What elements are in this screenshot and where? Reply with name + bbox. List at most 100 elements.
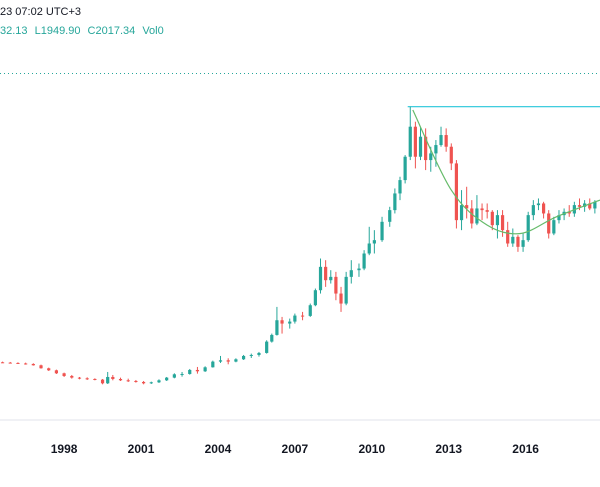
candle-76 (490, 210, 494, 231)
candle-85 (536, 198, 541, 211)
candle-body (62, 373, 66, 376)
candle-70 (459, 190, 464, 231)
candle-body (106, 376, 110, 384)
candle-body (357, 268, 361, 271)
candle-body (313, 290, 317, 306)
candle-53 (367, 226, 371, 256)
cup-curve[interactable] (412, 109, 600, 235)
candle-81 (516, 235, 520, 252)
candle-45 (324, 260, 328, 287)
candle-body (449, 146, 453, 164)
candle-body (495, 215, 500, 226)
candle-body (557, 215, 561, 221)
candle-body (270, 334, 274, 342)
candle-32 (241, 354, 246, 360)
candle-body (454, 163, 459, 221)
candle-27 (203, 366, 207, 372)
candle-39 (288, 318, 292, 329)
candle-31 (234, 358, 238, 363)
candle-22 (165, 376, 169, 381)
candle-body (24, 363, 28, 365)
candle-46 (329, 270, 333, 284)
candle-body (70, 375, 74, 378)
candle-body (521, 240, 525, 247)
candle-body (39, 365, 43, 369)
candle-33 (249, 353, 253, 358)
candle-body (567, 211, 571, 214)
candle-58 (398, 176, 402, 201)
candle-73 (475, 195, 479, 226)
candle-26 (195, 366, 200, 374)
candle-body (226, 360, 230, 362)
candle-13 (100, 378, 105, 385)
x-tick-label: 2007 (282, 442, 309, 456)
candle-body (203, 367, 207, 372)
candle-18 (134, 379, 138, 383)
candle-body (536, 203, 541, 206)
candle-body (577, 205, 582, 207)
candle-body (526, 215, 530, 241)
candle-body (593, 201, 597, 209)
candle-body (459, 205, 464, 221)
candle-body (8, 362, 12, 364)
timestamp-label: 23 07:02 UTC+3 (0, 6, 82, 18)
candle-body (349, 270, 353, 277)
candle-body (218, 360, 223, 362)
candle-body (211, 361, 215, 368)
candle-body (588, 203, 592, 209)
candle-21 (157, 379, 161, 383)
open-value: 32.13 (0, 25, 28, 37)
candle-65 (434, 140, 438, 167)
candle-body (300, 315, 305, 317)
candle-body (149, 382, 153, 384)
candle-body (547, 213, 551, 234)
candle-body (403, 156, 407, 181)
candle-29 (218, 355, 223, 363)
candle-89 (557, 210, 561, 224)
candle-body (111, 376, 115, 379)
candle-86 (541, 201, 546, 219)
candle-body (257, 352, 261, 355)
candle-60 (408, 106, 412, 161)
candle-body (516, 236, 520, 247)
candle-91 (567, 205, 571, 217)
candle-body (324, 266, 328, 281)
candle-44 (318, 258, 323, 294)
ohlc-readout: 32.13 L1949.90 C2017.34 Vol0 (0, 25, 168, 37)
candle-body (195, 369, 200, 372)
candle-body (372, 240, 376, 244)
candle-body (380, 221, 384, 241)
candle-87 (547, 210, 551, 239)
candle-63 (424, 128, 428, 171)
candle-body (157, 380, 161, 383)
candle-56 (388, 206, 392, 227)
candle-body (118, 378, 123, 381)
candle-body (388, 210, 392, 222)
candle-14 (106, 371, 110, 384)
x-tick-label: 2004 (205, 442, 232, 456)
low-value: L1949.90 (34, 25, 81, 37)
candle-49 (344, 271, 348, 306)
candle-body (475, 208, 479, 224)
candle-body (490, 211, 494, 226)
candle-5 (39, 364, 43, 369)
candle-40 (293, 313, 297, 324)
candle-11 (85, 377, 89, 380)
candle-body (188, 369, 192, 374)
candle-body (339, 293, 343, 304)
candle-body (531, 205, 535, 216)
candle-body (444, 135, 448, 147)
candle-34 (257, 351, 261, 357)
x-tick-label: 2016 (512, 442, 539, 456)
candle-body (583, 203, 587, 207)
candle-80 (511, 228, 515, 247)
candle-body (334, 276, 338, 294)
candle-body (485, 210, 489, 212)
candle-51 (357, 263, 361, 277)
candle-body (424, 136, 428, 161)
candle-body (429, 153, 433, 161)
candle-body (434, 145, 438, 154)
candle-20 (149, 381, 153, 384)
candle-77 (495, 210, 500, 239)
